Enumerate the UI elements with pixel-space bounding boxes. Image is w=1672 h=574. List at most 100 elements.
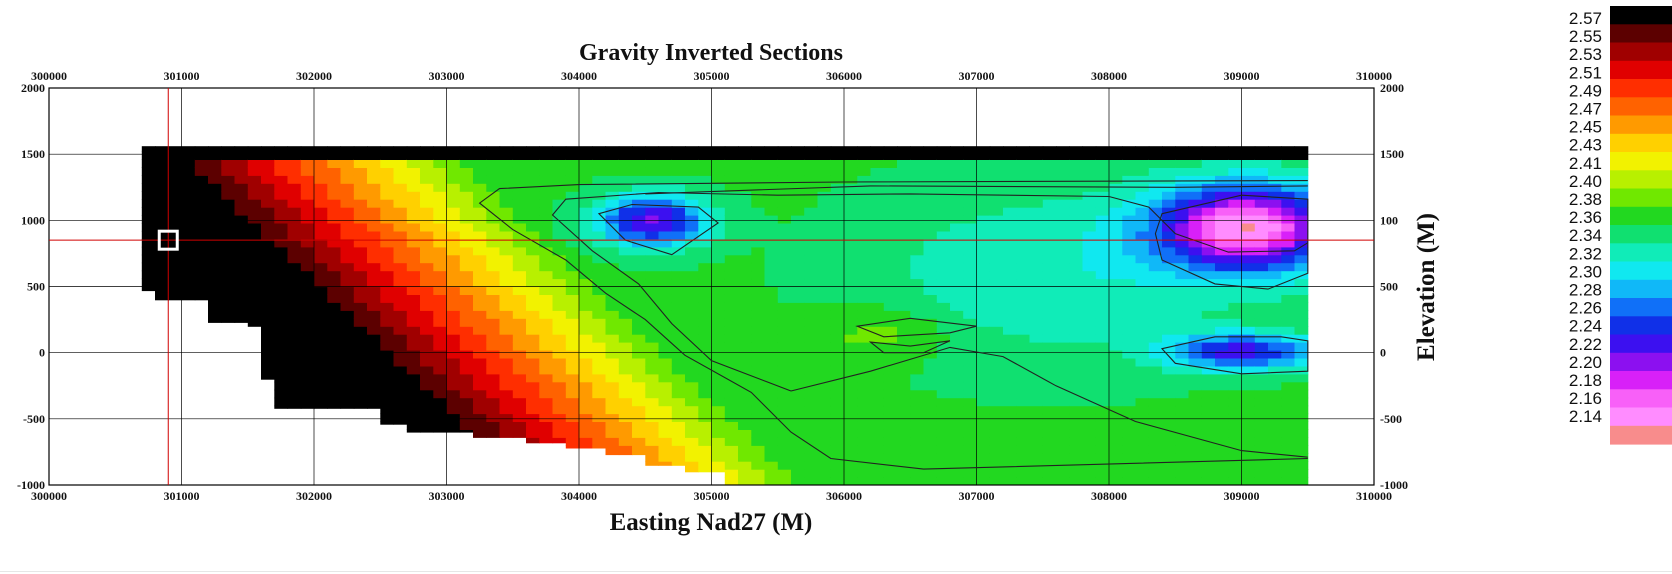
heatmap-cell bbox=[671, 215, 686, 224]
heatmap-cell bbox=[1016, 294, 1031, 303]
heatmap-cell bbox=[1281, 146, 1296, 153]
heatmap-cell bbox=[738, 215, 752, 224]
heatmap-cell bbox=[234, 270, 249, 280]
heatmap-cell bbox=[1254, 358, 1269, 367]
heatmap-cell bbox=[671, 334, 686, 343]
heatmap-cell bbox=[751, 199, 766, 208]
heatmap-cell bbox=[141, 215, 156, 224]
heatmap-cell bbox=[1029, 358, 1044, 367]
heatmap-cell bbox=[1135, 469, 1150, 478]
heatmap-cell bbox=[1095, 146, 1110, 153]
heatmap-cell bbox=[1281, 262, 1296, 272]
heatmap-cell bbox=[1109, 469, 1123, 478]
heatmap-cell bbox=[923, 215, 938, 224]
heatmap-cell bbox=[989, 350, 1004, 359]
heatmap-cell bbox=[1175, 159, 1190, 168]
heatmap-cell bbox=[804, 151, 819, 160]
heatmap-cell bbox=[327, 215, 342, 224]
heatmap-cell bbox=[950, 146, 964, 153]
heatmap-cell bbox=[1135, 365, 1150, 375]
heatmap-cell bbox=[1135, 146, 1150, 153]
heatmap-cell bbox=[989, 254, 1004, 264]
heatmap-cell bbox=[181, 151, 196, 160]
heatmap-cell bbox=[738, 151, 752, 160]
heatmap-cell bbox=[340, 183, 355, 192]
heatmap-cell bbox=[1254, 389, 1269, 399]
heatmap-cell bbox=[1215, 151, 1229, 160]
heatmap-cell bbox=[1029, 405, 1044, 415]
y-tick-label: 1500 bbox=[1380, 147, 1404, 161]
heatmap-cell bbox=[1042, 246, 1057, 256]
heatmap-cell bbox=[1254, 342, 1269, 351]
heatmap-cell bbox=[579, 146, 593, 153]
heatmap-cell bbox=[274, 146, 289, 153]
heatmap-cell bbox=[777, 326, 792, 335]
heatmap-cell bbox=[1109, 146, 1123, 153]
heatmap-cell bbox=[247, 167, 262, 176]
heatmap-cell bbox=[698, 461, 713, 470]
heatmap-cell bbox=[976, 270, 991, 280]
heatmap-cell bbox=[592, 365, 607, 375]
heatmap-cell bbox=[1294, 373, 1309, 383]
heatmap-cell bbox=[1069, 461, 1084, 470]
heatmap-cell bbox=[380, 334, 395, 343]
heatmap-cell bbox=[274, 175, 289, 184]
heatmap-cell bbox=[1082, 207, 1097, 216]
heatmap-cell bbox=[1148, 278, 1163, 288]
heatmap-cell bbox=[261, 254, 275, 264]
heatmap-cell bbox=[1294, 397, 1309, 407]
heatmap-cell bbox=[1228, 270, 1243, 280]
heatmap-cell bbox=[1241, 326, 1256, 335]
heatmap-cell bbox=[300, 238, 315, 248]
heatmap-cell bbox=[552, 429, 567, 438]
heatmap-cell bbox=[1042, 421, 1057, 430]
heatmap-cell bbox=[1228, 215, 1243, 224]
heatmap-cell bbox=[698, 365, 713, 375]
heatmap-cell bbox=[353, 350, 368, 359]
heatmap-cell bbox=[1281, 238, 1296, 248]
heatmap-cell bbox=[1003, 350, 1017, 359]
heatmap-cell bbox=[539, 413, 554, 422]
heatmap-cell bbox=[353, 278, 368, 288]
heatmap-cell bbox=[857, 246, 872, 256]
heatmap-cell bbox=[420, 146, 434, 153]
heatmap-cell bbox=[963, 207, 977, 216]
heatmap-cell bbox=[711, 413, 726, 422]
heatmap-cell bbox=[1003, 461, 1017, 470]
heatmap-cell bbox=[353, 238, 368, 248]
crosshair[interactable] bbox=[49, 88, 1374, 485]
heatmap-cell bbox=[327, 262, 342, 272]
heatmap-cell bbox=[1082, 429, 1097, 438]
heatmap-cell bbox=[353, 381, 368, 391]
heatmap-cell bbox=[287, 389, 302, 399]
heatmap-cell bbox=[817, 238, 832, 248]
heatmap-cell bbox=[1215, 270, 1229, 280]
heatmap-cell bbox=[777, 215, 792, 224]
heatmap-cell bbox=[685, 191, 699, 200]
heatmap-cell bbox=[738, 461, 752, 470]
heatmap-cell bbox=[989, 477, 1004, 485]
heatmap-cell bbox=[711, 397, 726, 407]
heatmap-cell bbox=[274, 230, 289, 240]
heatmap-cell bbox=[539, 262, 554, 272]
heatmap-cell bbox=[1188, 381, 1203, 391]
heatmap-cell bbox=[1162, 413, 1176, 422]
heatmap-cell bbox=[724, 238, 739, 248]
heatmap-cell bbox=[804, 445, 819, 454]
heatmap-cell bbox=[1109, 350, 1123, 359]
heatmap-cell bbox=[857, 358, 872, 367]
heatmap-cell bbox=[844, 358, 858, 367]
heatmap-cell bbox=[738, 365, 752, 375]
heatmap-cell bbox=[300, 159, 315, 168]
heatmap-cell bbox=[340, 191, 355, 200]
heatmap-cell bbox=[1109, 413, 1123, 422]
heatmap-cell bbox=[1095, 286, 1110, 295]
heatmap-cell bbox=[751, 421, 766, 430]
heatmap-cell bbox=[605, 262, 620, 272]
heatmap-cell bbox=[1042, 358, 1057, 367]
heatmap-cell bbox=[989, 326, 1004, 335]
heatmap-cell bbox=[433, 151, 448, 160]
heatmap-cell bbox=[817, 175, 832, 184]
heatmap-cell bbox=[976, 286, 991, 295]
crosshair-marker[interactable] bbox=[157, 229, 179, 251]
